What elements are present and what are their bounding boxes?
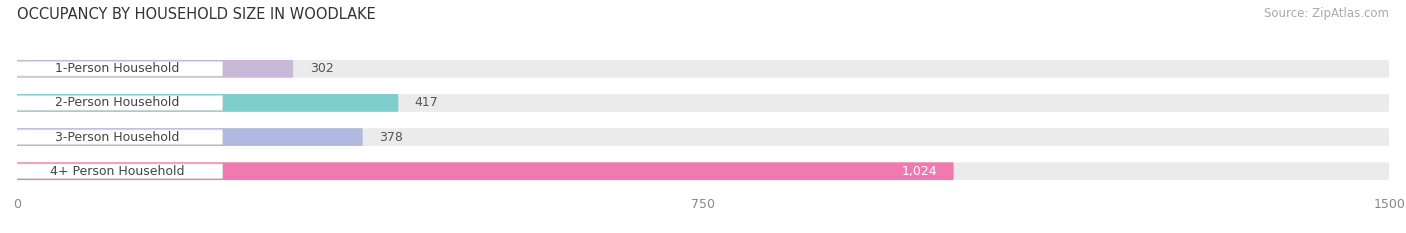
Text: 417: 417 — [415, 96, 439, 110]
Text: 302: 302 — [309, 62, 333, 75]
Text: 378: 378 — [380, 130, 404, 144]
FancyBboxPatch shape — [13, 62, 222, 76]
FancyBboxPatch shape — [17, 60, 294, 78]
Text: 1-Person Household: 1-Person Household — [55, 62, 180, 75]
FancyBboxPatch shape — [17, 94, 398, 112]
FancyBboxPatch shape — [17, 60, 1389, 78]
FancyBboxPatch shape — [17, 128, 1389, 146]
Text: Source: ZipAtlas.com: Source: ZipAtlas.com — [1264, 7, 1389, 20]
Text: 3-Person Household: 3-Person Household — [55, 130, 180, 144]
Text: 2-Person Household: 2-Person Household — [55, 96, 180, 110]
FancyBboxPatch shape — [17, 162, 1389, 180]
FancyBboxPatch shape — [13, 96, 222, 110]
Text: 1,024: 1,024 — [901, 165, 938, 178]
Text: OCCUPANCY BY HOUSEHOLD SIZE IN WOODLAKE: OCCUPANCY BY HOUSEHOLD SIZE IN WOODLAKE — [17, 7, 375, 22]
FancyBboxPatch shape — [17, 94, 1389, 112]
FancyBboxPatch shape — [17, 162, 953, 180]
FancyBboxPatch shape — [13, 130, 222, 144]
Text: 4+ Person Household: 4+ Person Household — [51, 165, 184, 178]
FancyBboxPatch shape — [13, 164, 222, 178]
FancyBboxPatch shape — [17, 128, 363, 146]
